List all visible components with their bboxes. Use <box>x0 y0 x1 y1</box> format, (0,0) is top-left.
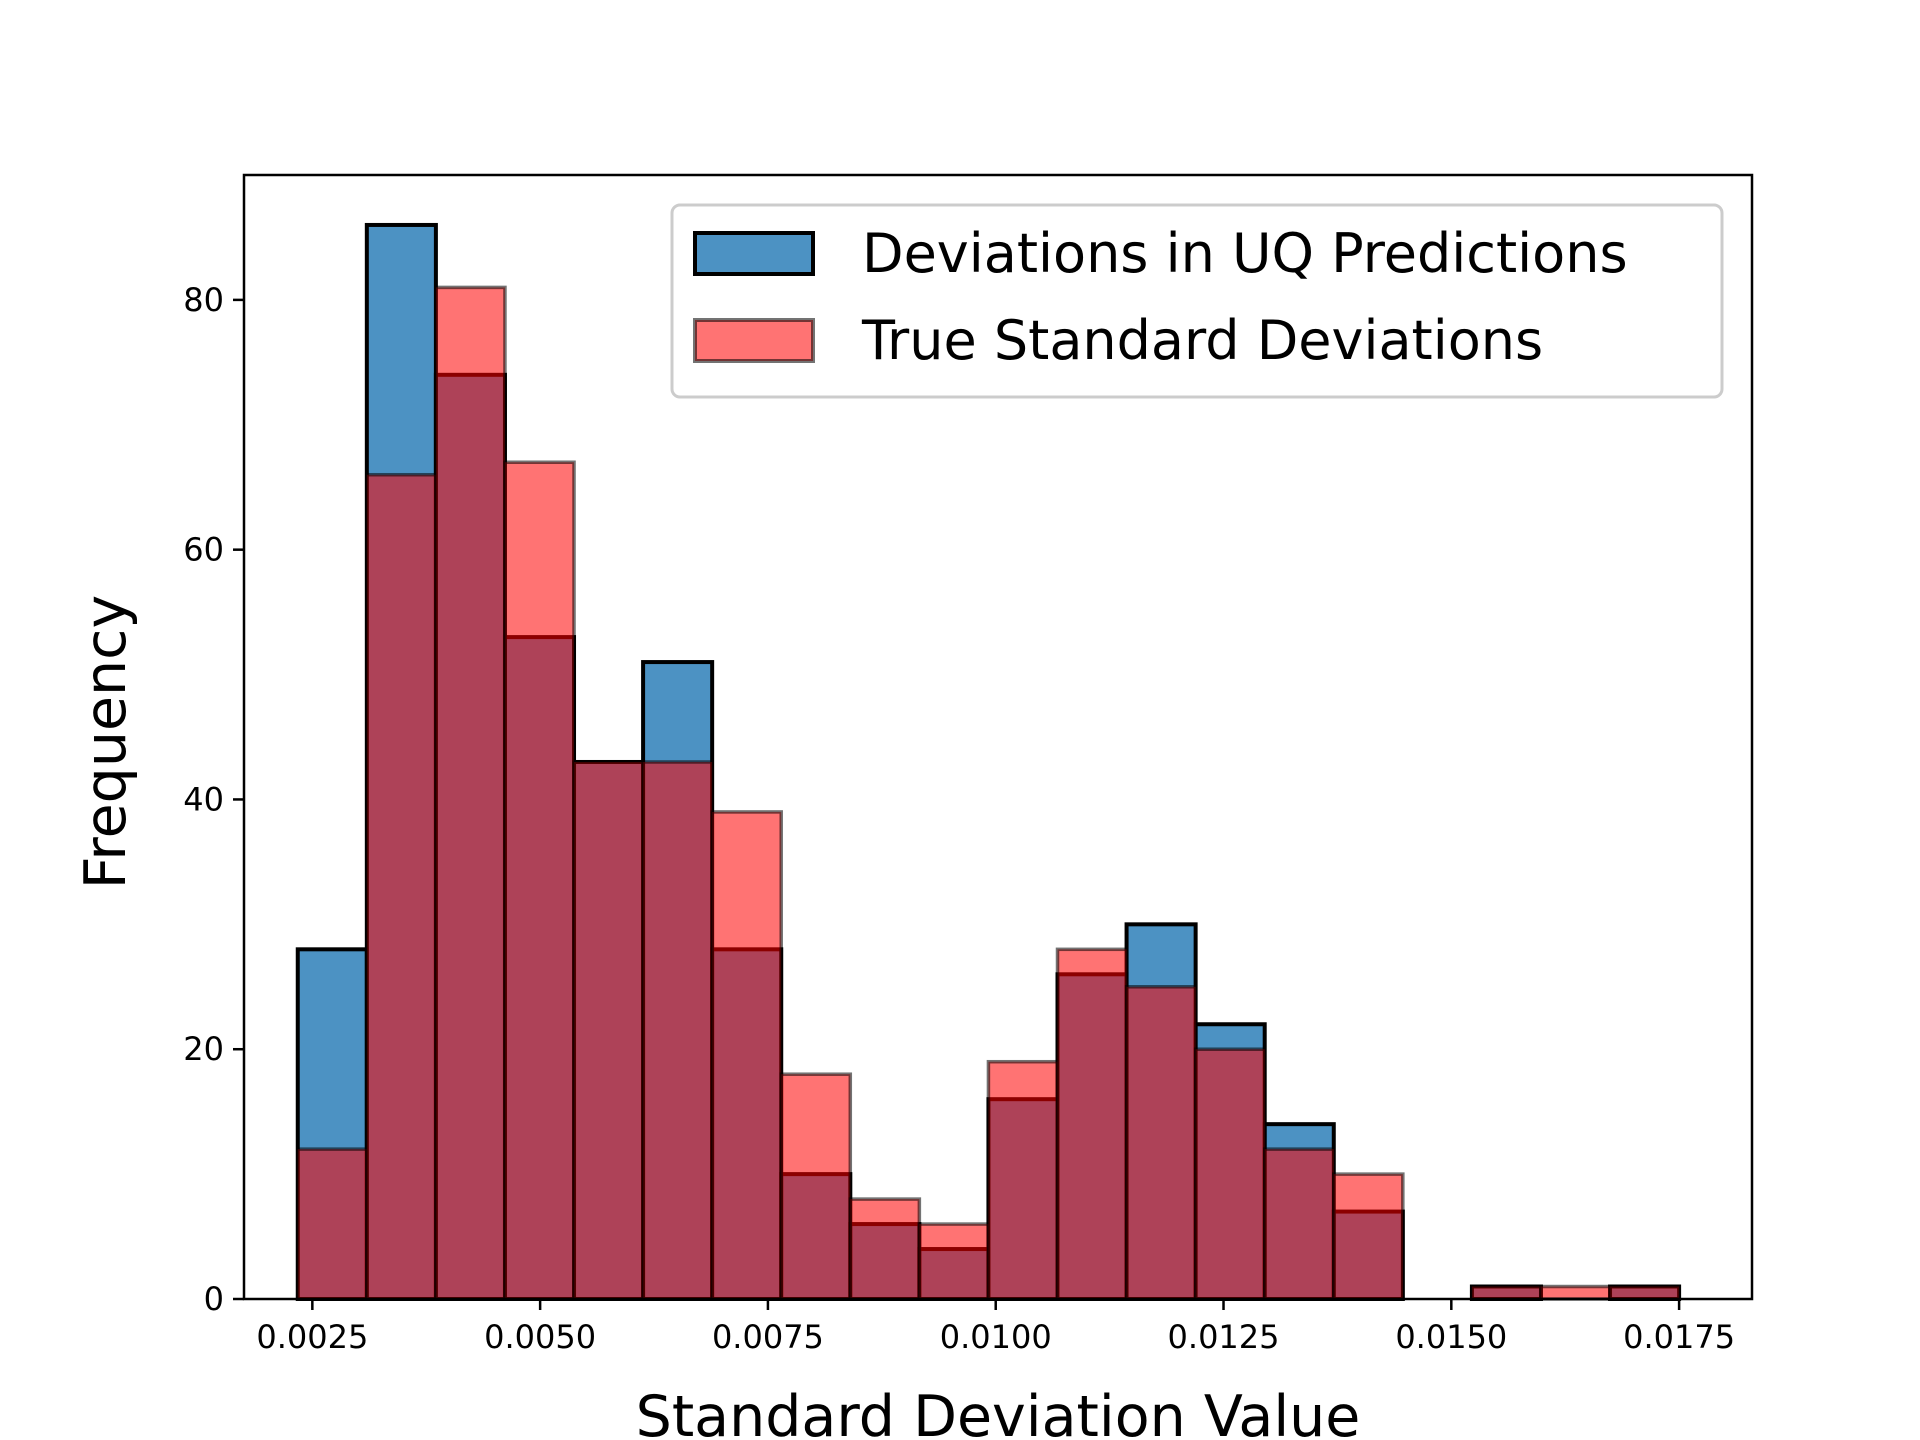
legend-label-true-std: True Standard Deviations <box>861 309 1543 372</box>
plot-area-frame <box>242 173 1754 1301</box>
histogram-bar <box>1470 1284 1543 1301</box>
histogram-bar <box>572 760 645 1301</box>
series-true-std-bars <box>296 285 1681 1301</box>
x-tick-label: 0.0075 <box>712 1318 824 1356</box>
x-tick-label: 0.0175 <box>1623 1318 1735 1356</box>
histogram-bar <box>1193 1047 1267 1301</box>
x-tick-label: 0.0100 <box>940 1318 1052 1356</box>
y-tick-label: 0 <box>204 1280 224 1318</box>
histogram-bar <box>365 472 438 1301</box>
histogram-bar <box>917 1222 991 1301</box>
x-tick-label: 0.0050 <box>484 1318 596 1356</box>
histogram-bar <box>986 1059 1060 1301</box>
y-tick-label: 80 <box>183 281 224 319</box>
histogram-bar <box>434 285 507 1301</box>
y-axis-title: Frequency <box>73 595 139 889</box>
histogram-bar <box>1608 1284 1681 1301</box>
x-axis-ticks: 0.0025 0.0050 0.0075 0.0100 0.0125 0.0150 0.01… <box>256 1299 1735 1356</box>
histogram-bar <box>1262 1147 1336 1301</box>
legend-box <box>670 203 1724 399</box>
histogram-bar <box>296 1147 369 1301</box>
x-tick-label: 0.0150 <box>1395 1318 1507 1356</box>
y-tick-label: 20 <box>183 1030 224 1068</box>
legend-swatch-true-std <box>693 318 815 363</box>
legend-label-uq-predictions: Deviations in UQ Predictions <box>862 222 1628 285</box>
y-tick-label: 60 <box>183 531 224 569</box>
histogram-bar <box>848 1197 922 1301</box>
histogram-bar <box>1539 1284 1612 1301</box>
histogram-bar <box>710 810 783 1301</box>
histogram-bar <box>503 460 576 1301</box>
legend: Deviations in UQ Predictions True Standa… <box>670 203 1724 399</box>
histogram-bar <box>1124 985 1198 1301</box>
x-tick-label: 0.0125 <box>1168 1318 1280 1356</box>
legend-swatch-uq-predictions <box>693 231 815 276</box>
histogram-bar <box>779 1072 853 1301</box>
histogram-bar <box>1332 1172 1405 1301</box>
x-tick-label: 0.0025 <box>256 1318 368 1356</box>
histogram-bar <box>641 760 714 1301</box>
x-axis-title: Standard Deviation Value <box>636 1384 1361 1440</box>
y-tick-label: 40 <box>183 780 224 818</box>
histogram-bar <box>1055 947 1129 1301</box>
y-axis-ticks: 0 20 40 60 80 <box>183 281 244 1318</box>
